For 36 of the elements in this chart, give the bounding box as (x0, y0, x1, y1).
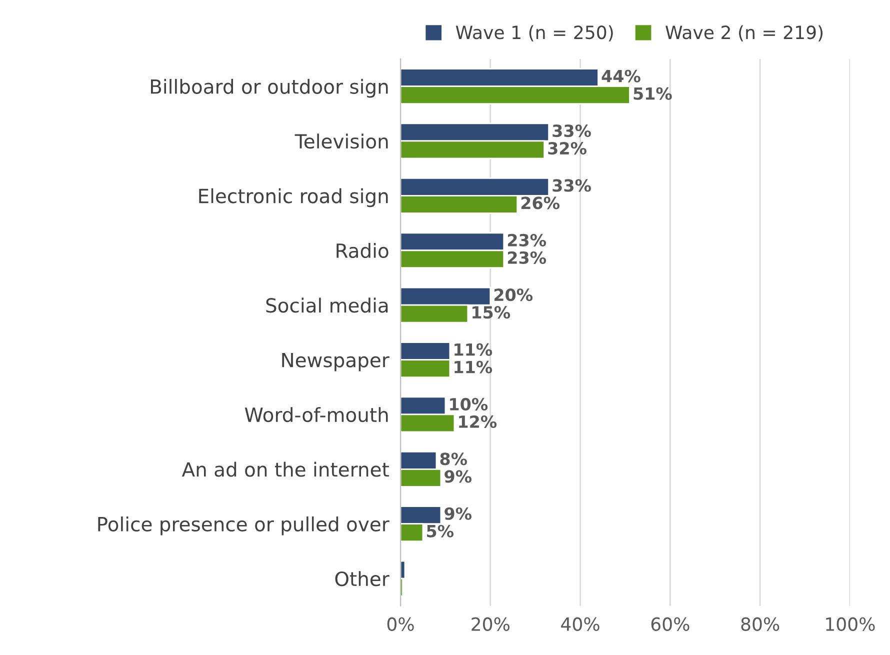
legend-label: Wave 1 (n = 250) (456, 25, 613, 42)
x-tick-label: 0% (387, 617, 414, 631)
data-label: 23% (508, 234, 546, 246)
y-tick-label: Television (294, 134, 388, 149)
y-tick-label: Billboard or outdoor sign (150, 78, 388, 98)
data-label: 26% (521, 196, 560, 210)
data-label: 8% (440, 452, 467, 466)
data-label: 5% (427, 524, 454, 538)
data-label: 33% (552, 124, 591, 138)
y-tick-label: Newspaper (282, 352, 390, 372)
data-label: 10% (450, 398, 488, 411)
legend-label: Wave 2 (n = 219) (666, 25, 823, 42)
data-label: 11% (454, 360, 492, 374)
data-label: 11% (454, 343, 492, 356)
data-label: 51% (634, 87, 672, 100)
x-tick-label: 100% (826, 617, 875, 631)
x-tick-label: 40% (561, 617, 600, 631)
data-label: 15% (472, 306, 510, 319)
x-tick-label: 20% (472, 617, 510, 631)
x-tick-label: 60% (651, 617, 690, 631)
data-label: 23% (508, 251, 546, 264)
data-label: 20% (494, 288, 533, 302)
x-tick-label: 80% (741, 617, 780, 631)
data-label: 33% (552, 179, 591, 192)
data-label: 9% (444, 507, 472, 520)
y-tick-label: Social media (266, 298, 388, 313)
y-tick-label: Word-of-mouth (244, 407, 388, 422)
data-label: 32% (548, 142, 586, 155)
y-tick-label: Radio (336, 242, 388, 258)
data-label: 12% (459, 415, 497, 428)
y-tick-label: Electronic road sign (199, 188, 388, 208)
y-tick-label: Police presence or pulled over (98, 516, 390, 536)
data-label: 9% (444, 470, 472, 483)
data-label: 44% (602, 70, 640, 82)
y-tick-label: Other (335, 571, 390, 586)
y-tick-label: An ad on the internet (182, 462, 389, 477)
